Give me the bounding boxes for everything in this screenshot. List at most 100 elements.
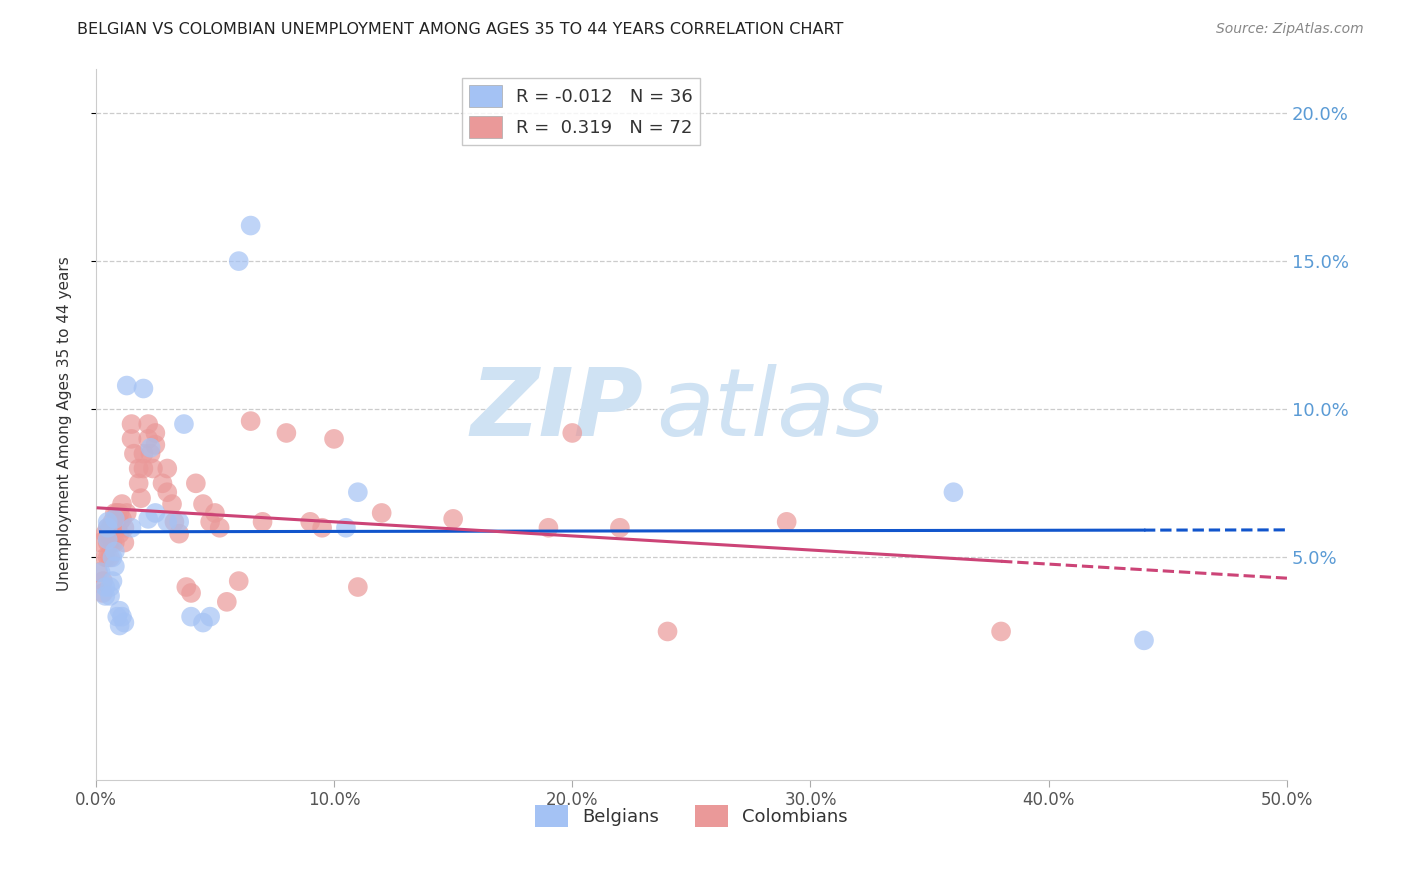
Point	[128, 461, 150, 475]
Point	[121, 432, 143, 446]
Point	[101, 550, 124, 565]
Point	[311, 521, 333, 535]
Point	[335, 521, 357, 535]
Point	[180, 609, 202, 624]
Point	[105, 506, 128, 520]
Point	[299, 515, 322, 529]
Point	[105, 609, 128, 624]
Point	[90, 535, 112, 549]
Point	[111, 512, 134, 526]
Point	[143, 438, 166, 452]
Text: ZIP: ZIP	[471, 364, 644, 456]
Point	[239, 219, 262, 233]
Text: atlas: atlas	[655, 364, 884, 455]
Point	[101, 535, 124, 549]
Point	[98, 550, 121, 565]
Point	[139, 447, 162, 461]
Point	[136, 432, 159, 446]
Point	[163, 515, 186, 529]
Point	[537, 521, 560, 535]
Point	[142, 461, 165, 475]
Point	[239, 414, 262, 428]
Point	[208, 521, 231, 535]
Point	[97, 515, 120, 529]
Point	[942, 485, 965, 500]
Point	[167, 515, 190, 529]
Point	[143, 506, 166, 520]
Point	[94, 526, 117, 541]
Point	[97, 521, 120, 535]
Legend: Belgians, Colombians: Belgians, Colombians	[527, 798, 855, 835]
Point	[94, 589, 117, 603]
Point	[104, 512, 127, 526]
Point	[347, 485, 370, 500]
Point	[97, 550, 120, 565]
Point	[156, 461, 179, 475]
Point	[104, 559, 127, 574]
Point	[115, 378, 138, 392]
Point	[167, 526, 190, 541]
Point	[97, 533, 120, 547]
Point	[276, 425, 298, 440]
Point	[152, 476, 174, 491]
Point	[94, 580, 117, 594]
Point	[132, 461, 155, 475]
Point	[441, 512, 464, 526]
Point	[101, 521, 124, 535]
Point	[180, 586, 202, 600]
Point	[184, 476, 207, 491]
Point	[115, 506, 138, 520]
Point	[215, 595, 238, 609]
Point	[101, 574, 124, 588]
Point	[98, 521, 121, 535]
Point	[111, 609, 134, 624]
Point	[98, 535, 121, 549]
Point	[191, 615, 214, 630]
Point	[108, 618, 131, 632]
Y-axis label: Unemployment Among Ages 35 to 44 years: Unemployment Among Ages 35 to 44 years	[58, 257, 72, 591]
Point	[990, 624, 1012, 639]
Point	[228, 254, 250, 268]
Point	[112, 521, 135, 535]
Point	[91, 586, 114, 600]
Point	[108, 506, 131, 520]
Point	[156, 485, 179, 500]
Point	[108, 515, 131, 529]
Point	[101, 515, 124, 529]
Point	[104, 521, 127, 535]
Point	[97, 521, 120, 535]
Point	[111, 497, 134, 511]
Point	[160, 497, 183, 511]
Point	[370, 506, 392, 520]
Point	[112, 615, 135, 630]
Point	[191, 497, 214, 511]
Point	[198, 609, 221, 624]
Point	[104, 544, 127, 558]
Point	[323, 432, 346, 446]
Point	[204, 506, 226, 520]
Point	[87, 565, 110, 579]
Point	[98, 580, 121, 594]
Point	[143, 425, 166, 440]
Point	[561, 425, 583, 440]
Point	[129, 491, 152, 505]
Point	[136, 512, 159, 526]
Point	[1133, 633, 1156, 648]
Point	[121, 521, 143, 535]
Point	[139, 441, 162, 455]
Point	[122, 447, 145, 461]
Point	[136, 417, 159, 431]
Point	[108, 526, 131, 541]
Point	[228, 574, 250, 588]
Point	[176, 580, 198, 594]
Point	[105, 521, 128, 535]
Point	[90, 565, 112, 579]
Point	[657, 624, 679, 639]
Point	[128, 476, 150, 491]
Point	[173, 417, 195, 431]
Point	[94, 550, 117, 565]
Point	[112, 535, 135, 549]
Point	[104, 535, 127, 549]
Point	[104, 506, 127, 520]
Text: Source: ZipAtlas.com: Source: ZipAtlas.com	[1216, 22, 1364, 37]
